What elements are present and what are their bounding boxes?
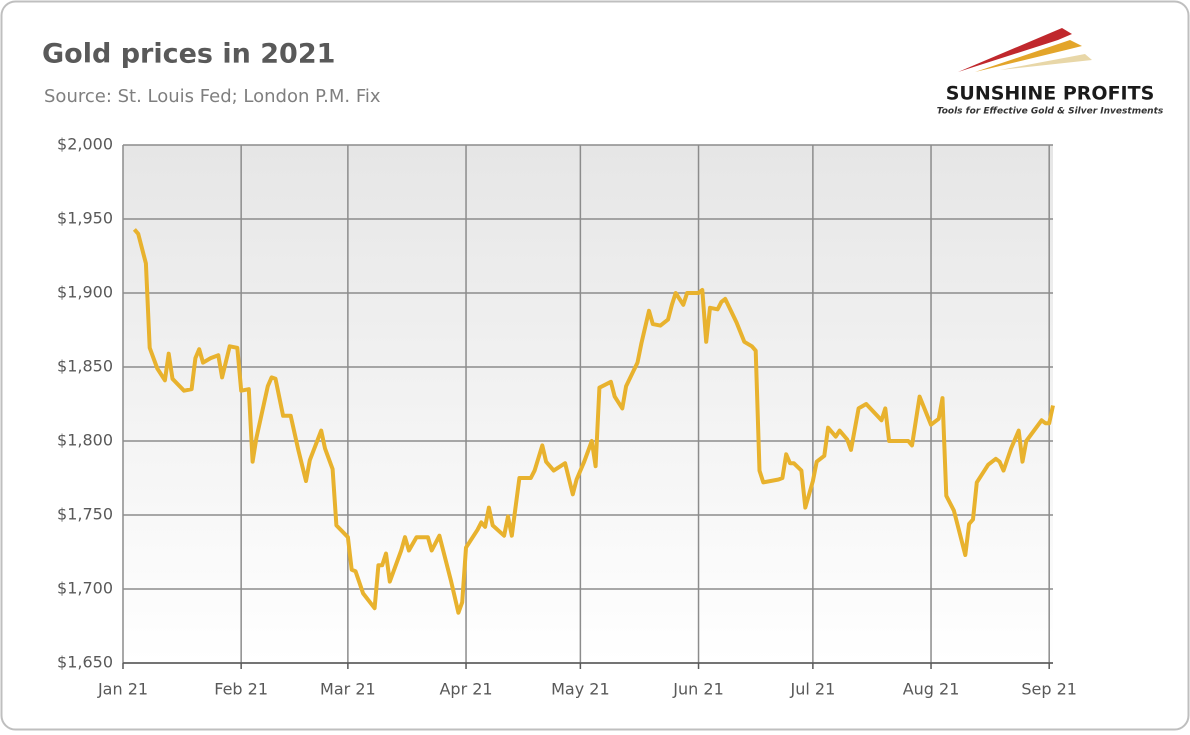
y-tick-label: $1,900	[57, 283, 113, 302]
y-tick-label: $1,950	[57, 209, 113, 228]
x-tick-label: May 21	[551, 680, 610, 699]
logo-name: SUNSHINE PROFITS	[946, 83, 1155, 105]
x-tick-label: Feb 21	[214, 680, 268, 699]
x-tick-label: Jun 21	[672, 680, 723, 699]
chart-title: Gold prices in 2021	[42, 39, 335, 70]
y-tick-label: $1,800	[57, 431, 113, 450]
y-tick-label: $1,850	[57, 357, 113, 376]
plot-area	[123, 145, 1053, 663]
x-tick-label: Mar 21	[320, 680, 376, 699]
x-tick-label: Jan 21	[97, 680, 148, 699]
logo-tagline: Tools for Effective Gold & Silver Invest…	[937, 107, 1164, 117]
logo: SUNSHINE PROFITS Tools for Effective Gol…	[937, 28, 1164, 117]
y-tick-label: $1,750	[57, 505, 113, 524]
chart-subtitle: Source: St. Louis Fed; London P.M. Fix	[44, 86, 381, 107]
y-tick-label: $1,700	[57, 579, 113, 598]
logo-mark	[1000, 54, 1092, 70]
price-line	[132, 228, 1055, 615]
y-tick-label: $2,000	[57, 135, 113, 154]
x-tick-label: Sep 21	[1021, 680, 1077, 699]
x-tick-label: Apr 21	[439, 680, 492, 699]
logo-mark	[958, 28, 1072, 72]
x-tick-label: Aug 21	[903, 680, 960, 699]
x-tick-label: Jul 21	[790, 680, 836, 699]
logo-mark	[975, 40, 1082, 72]
y-tick-label: $1,650	[57, 653, 113, 672]
